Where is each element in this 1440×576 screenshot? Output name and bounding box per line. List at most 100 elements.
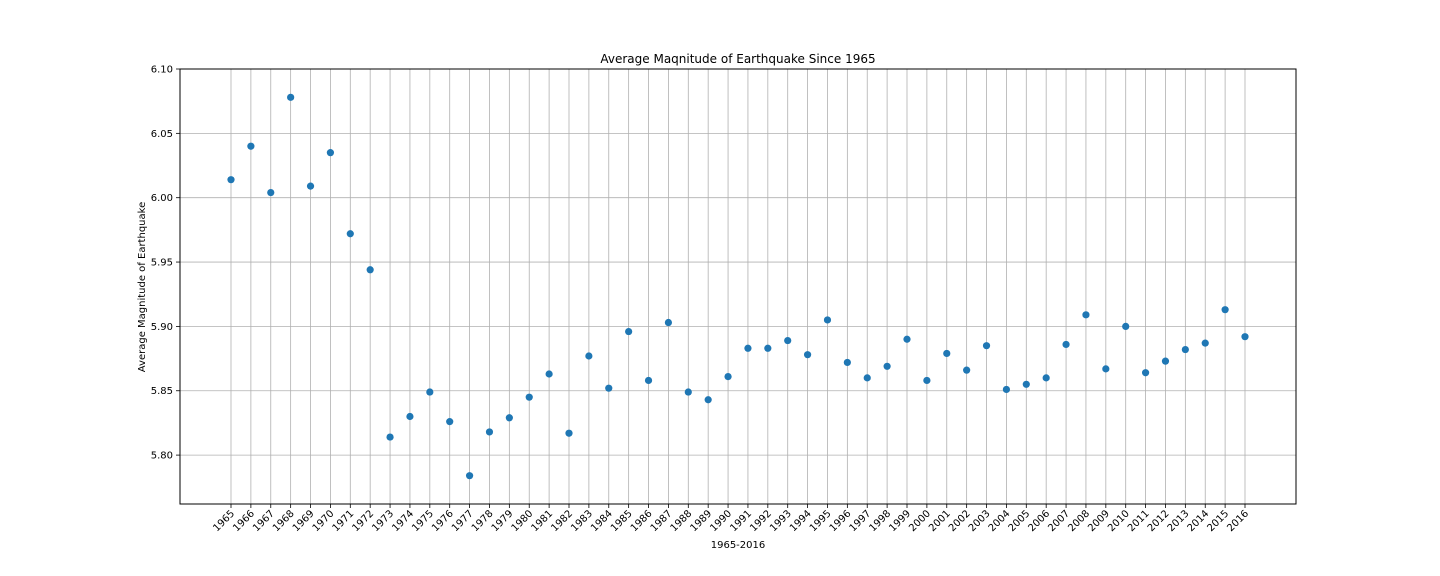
data-point: [803, 351, 812, 359]
data-point: [784, 336, 792, 345]
x-tick-label: 1988: [669, 508, 695, 534]
x-tick-label: 1999: [887, 508, 913, 534]
x-tick-label: 1965: [211, 508, 237, 534]
data-point: [465, 472, 474, 480]
data-point: [744, 344, 752, 352]
data-point: [1201, 339, 1209, 347]
data-point: [406, 412, 414, 421]
x-tick-label: 2010: [1106, 508, 1132, 534]
x-tick-label: 1966: [231, 508, 257, 534]
data-point: [585, 352, 593, 360]
data-point: [1082, 311, 1090, 319]
data-point: [565, 429, 573, 437]
x-tick-label: 2001: [927, 508, 953, 534]
y-tick-label: 6.10: [151, 65, 173, 76]
x-tick-label: 2012: [1146, 508, 1172, 534]
x-tick-label: 2016: [1225, 508, 1251, 534]
data-point: [386, 433, 394, 441]
data-point: [1102, 365, 1110, 373]
x-tick-label: 1985: [609, 508, 635, 534]
data-point: [1022, 380, 1030, 388]
data-point: [823, 316, 832, 324]
grid: [180, 68, 1296, 504]
data-point: [525, 393, 533, 401]
x-tick-label: 2005: [1007, 508, 1033, 534]
x-axis-label: 1965-2016: [711, 540, 766, 551]
x-tick-label: 1981: [529, 508, 555, 534]
x-tick-label: 1994: [788, 508, 814, 534]
x-tick-label: 1980: [510, 508, 536, 534]
data-point: [326, 149, 335, 157]
data-points: [227, 93, 1249, 480]
x-tick-label: 2008: [1066, 508, 1092, 534]
data-point: [426, 388, 434, 396]
data-point: [287, 93, 295, 101]
data-point: [704, 396, 712, 404]
x-tick-label: 1989: [689, 508, 715, 534]
y-tick-label: 5.85: [151, 386, 173, 397]
x-tick-label: 1977: [450, 508, 476, 534]
x-tick-label: 1995: [808, 508, 834, 534]
y-tick-label: 5.90: [151, 322, 173, 333]
x-tick-label: 1990: [708, 508, 734, 534]
x-tick-label: 2006: [1027, 508, 1053, 534]
data-point: [545, 370, 553, 378]
data-point: [1161, 357, 1170, 365]
y-tick-label: 5.95: [151, 258, 173, 269]
data-point: [605, 384, 613, 392]
data-point: [505, 414, 513, 422]
y-axis-label: Average Magnitude of Earthquake: [137, 202, 148, 372]
x-tick-label: 1993: [768, 508, 794, 534]
x-tick-label: 1987: [649, 508, 675, 534]
x-tick-label: 1976: [430, 508, 456, 534]
x-tick-label: 1971: [331, 508, 357, 534]
x-tick-label: 2014: [1186, 508, 1212, 534]
data-point: [366, 266, 374, 274]
data-point: [982, 342, 991, 350]
y-tick-label: 6.00: [151, 193, 173, 204]
x-tick-label: 1975: [410, 508, 436, 534]
data-point: [485, 428, 494, 436]
data-point: [247, 142, 255, 150]
chart-title: Average Maqnitude of Earthquake Since 19…: [600, 52, 875, 66]
x-tick-label: 2003: [967, 508, 993, 534]
data-point: [346, 230, 354, 238]
data-point: [724, 372, 732, 381]
x-tick-label: 2007: [1046, 508, 1072, 534]
x-tick-label: 1969: [291, 508, 317, 534]
x-tick-label: 1983: [569, 508, 595, 534]
data-point: [1002, 385, 1011, 394]
x-tick-label: 1968: [271, 508, 297, 534]
data-point: [644, 376, 653, 385]
x-tick-label: 1998: [867, 508, 893, 534]
data-point: [1221, 306, 1229, 314]
data-point: [446, 418, 454, 426]
data-point: [863, 374, 871, 382]
data-point: [625, 327, 633, 336]
data-point: [1042, 374, 1050, 382]
x-tick-label: 2000: [907, 508, 933, 534]
x-tick-label: 1973: [370, 508, 396, 534]
x-tick-label: 2004: [987, 508, 1013, 534]
data-point: [843, 358, 851, 367]
data-point: [1122, 322, 1130, 330]
x-tick-label: 1972: [351, 508, 377, 534]
data-point: [1141, 369, 1150, 377]
x-tick-label: 2009: [1086, 508, 1112, 534]
data-point: [267, 188, 275, 197]
x-tick-label: 1991: [728, 508, 754, 534]
x-tick-label: 1996: [828, 508, 854, 534]
data-point: [664, 318, 673, 327]
data-point: [943, 349, 951, 358]
data-point: [306, 182, 315, 190]
x-tick-label: 1974: [390, 508, 416, 534]
x-tick-label: 1967: [251, 508, 277, 534]
x-tick-label: 1978: [470, 508, 496, 534]
data-point: [1241, 333, 1249, 341]
y-tick-label: 5.80: [151, 451, 173, 462]
x-tick-label: 1984: [589, 508, 615, 534]
x-tick-label: 1992: [748, 508, 774, 534]
x-tick-label: 1997: [848, 508, 874, 534]
